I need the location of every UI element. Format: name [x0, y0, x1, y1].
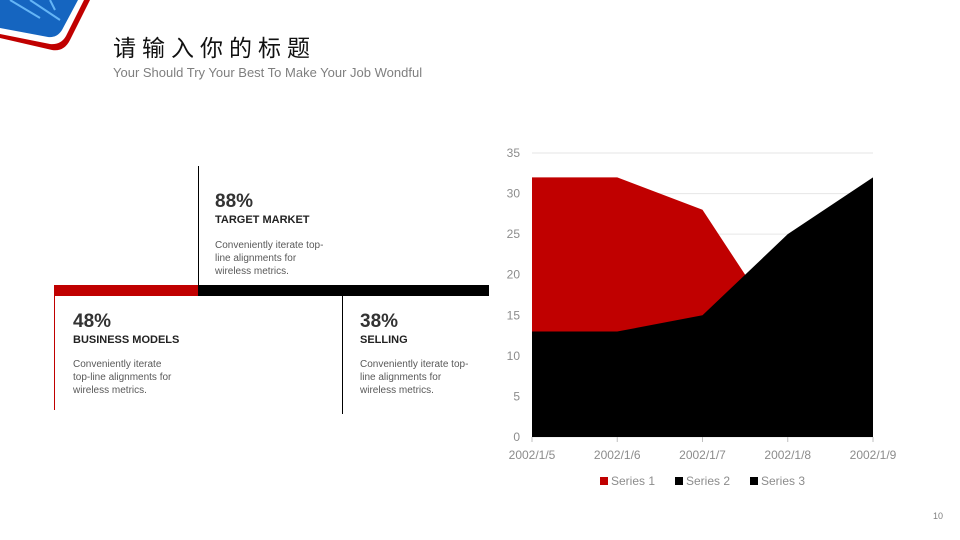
stat-target-desc: Conveniently iterate top-line alignments… — [215, 240, 324, 277]
stat-business-desc: Conveniently iterate top-line alignments… — [73, 359, 172, 396]
legend-label: Series 3 — [761, 474, 805, 488]
y-tick-label: 0 — [513, 430, 520, 444]
y-tick-label: 10 — [507, 349, 521, 363]
stat-selling-label: SELLING — [360, 334, 408, 346]
page-number: 10 — [932, 511, 943, 521]
y-tick-label: 25 — [507, 227, 521, 241]
x-tick-label: 2002/1/5 — [509, 448, 556, 462]
divider-line-target — [198, 166, 199, 285]
legend-label: Series 1 — [611, 474, 655, 488]
stat-target-label: TARGET MARKET — [215, 214, 310, 226]
y-tick-label: 20 — [507, 268, 521, 282]
x-tick-label: 2002/1/6 — [594, 448, 641, 462]
divider-line-business — [54, 296, 55, 410]
page-title: 请输入你的标题 — [113, 36, 316, 62]
page-subtitle: Your Should Try Your Best To Make Your J… — [113, 65, 423, 80]
legend-label: Series 2 — [686, 474, 730, 488]
x-tick-label: 2002/1/9 — [850, 448, 897, 462]
legend-swatch — [600, 477, 608, 485]
stat-target-percent: 88% — [215, 191, 254, 212]
y-tick-label: 30 — [507, 187, 521, 201]
area-series-2 — [532, 177, 873, 437]
timeline-bar-red — [54, 285, 198, 296]
y-tick-label: 5 — [513, 389, 520, 403]
corner-logo-graphic — [0, 0, 90, 51]
x-tick-label: 2002/1/8 — [764, 448, 811, 462]
legend-swatch — [750, 477, 758, 485]
timeline-bar-black — [198, 285, 489, 296]
stat-business-percent: 48% — [73, 311, 112, 332]
stat-selling-percent: 38% — [360, 311, 399, 332]
legend-swatch — [675, 477, 683, 485]
stat-selling-desc: Conveniently iterate top-line alignments… — [360, 359, 469, 396]
x-tick-label: 2002/1/7 — [679, 448, 726, 462]
divider-line-selling — [342, 296, 343, 414]
y-tick-label: 15 — [507, 308, 521, 322]
stat-business-label: BUSINESS MODELS — [73, 334, 180, 346]
area-chart: 0 5 10 15 20 25 30 35 2002/1/5 2002/1/6 2002/1/7 20… — [507, 146, 897, 488]
y-tick-label: 35 — [507, 146, 521, 160]
